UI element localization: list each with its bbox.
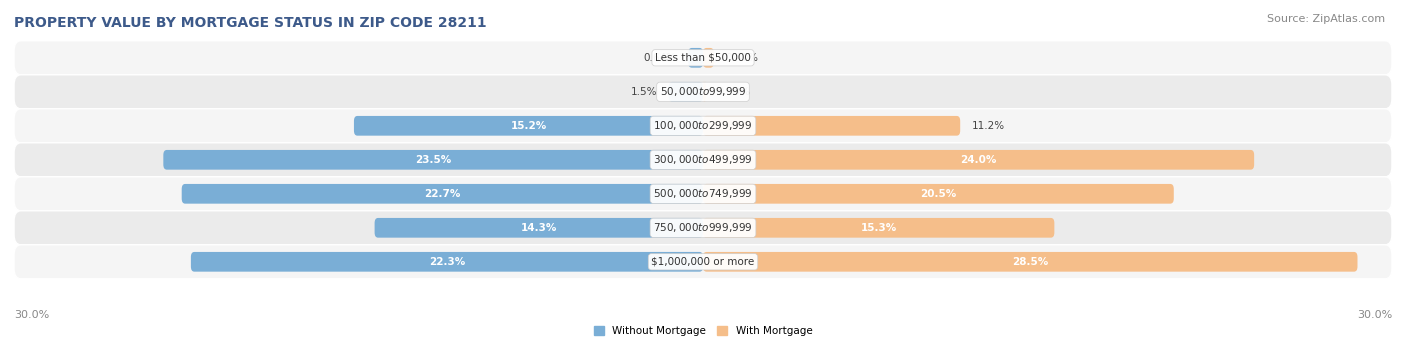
Text: 11.2%: 11.2%: [972, 121, 1005, 131]
FancyBboxPatch shape: [669, 82, 703, 102]
FancyBboxPatch shape: [14, 75, 1392, 109]
Text: $1,000,000 or more: $1,000,000 or more: [651, 257, 755, 267]
Legend: Without Mortgage, With Mortgage: Without Mortgage, With Mortgage: [589, 322, 817, 340]
FancyBboxPatch shape: [191, 252, 703, 272]
Text: 0.47%: 0.47%: [725, 53, 758, 63]
FancyBboxPatch shape: [689, 48, 703, 68]
Text: 15.3%: 15.3%: [860, 223, 897, 233]
Text: PROPERTY VALUE BY MORTGAGE STATUS IN ZIP CODE 28211: PROPERTY VALUE BY MORTGAGE STATUS IN ZIP…: [14, 16, 486, 30]
FancyBboxPatch shape: [14, 177, 1392, 211]
FancyBboxPatch shape: [14, 245, 1392, 279]
FancyBboxPatch shape: [14, 109, 1392, 143]
FancyBboxPatch shape: [354, 116, 703, 136]
FancyBboxPatch shape: [374, 218, 703, 238]
FancyBboxPatch shape: [703, 184, 1174, 204]
FancyBboxPatch shape: [703, 150, 1254, 170]
FancyBboxPatch shape: [703, 218, 1054, 238]
FancyBboxPatch shape: [703, 48, 714, 68]
Text: 20.5%: 20.5%: [921, 189, 956, 199]
FancyBboxPatch shape: [703, 252, 1358, 272]
FancyBboxPatch shape: [163, 150, 703, 170]
Text: $750,000 to $999,999: $750,000 to $999,999: [654, 221, 752, 234]
Text: 1.5%: 1.5%: [630, 87, 657, 97]
FancyBboxPatch shape: [181, 184, 703, 204]
Text: $50,000 to $99,999: $50,000 to $99,999: [659, 85, 747, 98]
Text: 30.0%: 30.0%: [14, 310, 49, 320]
Text: Less than $50,000: Less than $50,000: [655, 53, 751, 63]
FancyBboxPatch shape: [14, 41, 1392, 75]
Text: 28.5%: 28.5%: [1012, 257, 1049, 267]
FancyBboxPatch shape: [14, 143, 1392, 177]
Text: 22.7%: 22.7%: [425, 189, 461, 199]
Text: 14.3%: 14.3%: [520, 223, 557, 233]
Text: 24.0%: 24.0%: [960, 155, 997, 165]
FancyBboxPatch shape: [14, 211, 1392, 245]
Text: 0.13%: 0.13%: [717, 87, 751, 97]
Text: 15.2%: 15.2%: [510, 121, 547, 131]
Text: $100,000 to $299,999: $100,000 to $299,999: [654, 119, 752, 132]
Text: 22.3%: 22.3%: [429, 257, 465, 267]
Text: 0.64%: 0.64%: [644, 53, 676, 63]
Text: Source: ZipAtlas.com: Source: ZipAtlas.com: [1267, 14, 1385, 23]
Text: $300,000 to $499,999: $300,000 to $499,999: [654, 153, 752, 166]
FancyBboxPatch shape: [703, 116, 960, 136]
Text: $500,000 to $749,999: $500,000 to $749,999: [654, 187, 752, 200]
Text: 30.0%: 30.0%: [1357, 310, 1392, 320]
Text: 23.5%: 23.5%: [415, 155, 451, 165]
FancyBboxPatch shape: [703, 82, 706, 102]
